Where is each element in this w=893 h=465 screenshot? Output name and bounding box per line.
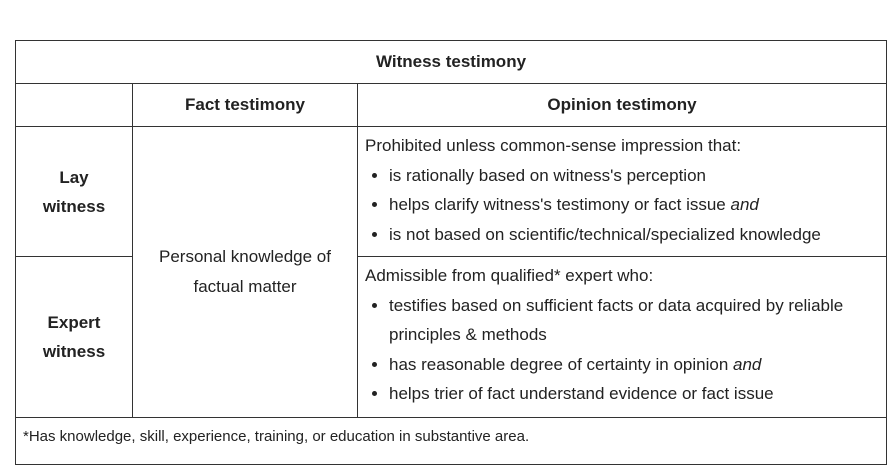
lay-label-line1: Lay bbox=[59, 167, 89, 187]
witness-testimony-table: Witness testimony Fact testimony Opinion… bbox=[14, 40, 888, 465]
lay-opinion-cell: Prohibited unless common-sense impressio… bbox=[356, 126, 888, 257]
lay-label-line2: witness bbox=[42, 196, 106, 216]
lay-witness-label: Lay witness bbox=[15, 126, 133, 257]
fact-text-line2: factual matter bbox=[193, 277, 297, 296]
list-item: helps clarify witness's testimony or fac… bbox=[389, 190, 880, 220]
lay-opinion-list: is rationally based on witness's percept… bbox=[365, 161, 880, 250]
expert-label-line1: Expert bbox=[47, 313, 101, 332]
opinion-testimony-header: Opinion testimony bbox=[356, 83, 888, 127]
list-item: is not based on scientific/technical/spe… bbox=[389, 220, 880, 250]
list-item: testifies based on sufficient facts or d… bbox=[389, 291, 880, 350]
expert-opinion-intro: Admissible from qualified* expert who: bbox=[365, 266, 654, 285]
expert-opinion-cell: Admissible from qualified* expert who: t… bbox=[356, 256, 888, 418]
lay-opinion-intro: Prohibited unless common-sense impressio… bbox=[365, 136, 742, 155]
table-title: Witness testimony bbox=[14, 40, 888, 84]
fact-text-line1: Personal knowledge of bbox=[158, 247, 331, 266]
footnote: *Has knowledge, skill, experience, train… bbox=[14, 417, 888, 465]
expert-label-line2: witness bbox=[42, 342, 106, 361]
corner-header-cell bbox=[15, 83, 133, 127]
list-item: is rationally based on witness's percept… bbox=[389, 161, 880, 191]
fact-testimony-cell: Personal knowledge of factual matter bbox=[132, 126, 358, 418]
expert-witness-label: Expert witness bbox=[15, 256, 133, 418]
list-item: helps trier of fact understand evidence … bbox=[389, 379, 880, 409]
list-item: has reasonable degree of certainty in op… bbox=[389, 350, 880, 380]
expert-opinion-list: testifies based on sufficient facts or d… bbox=[365, 291, 880, 409]
fact-testimony-header: Fact testimony bbox=[132, 83, 358, 127]
